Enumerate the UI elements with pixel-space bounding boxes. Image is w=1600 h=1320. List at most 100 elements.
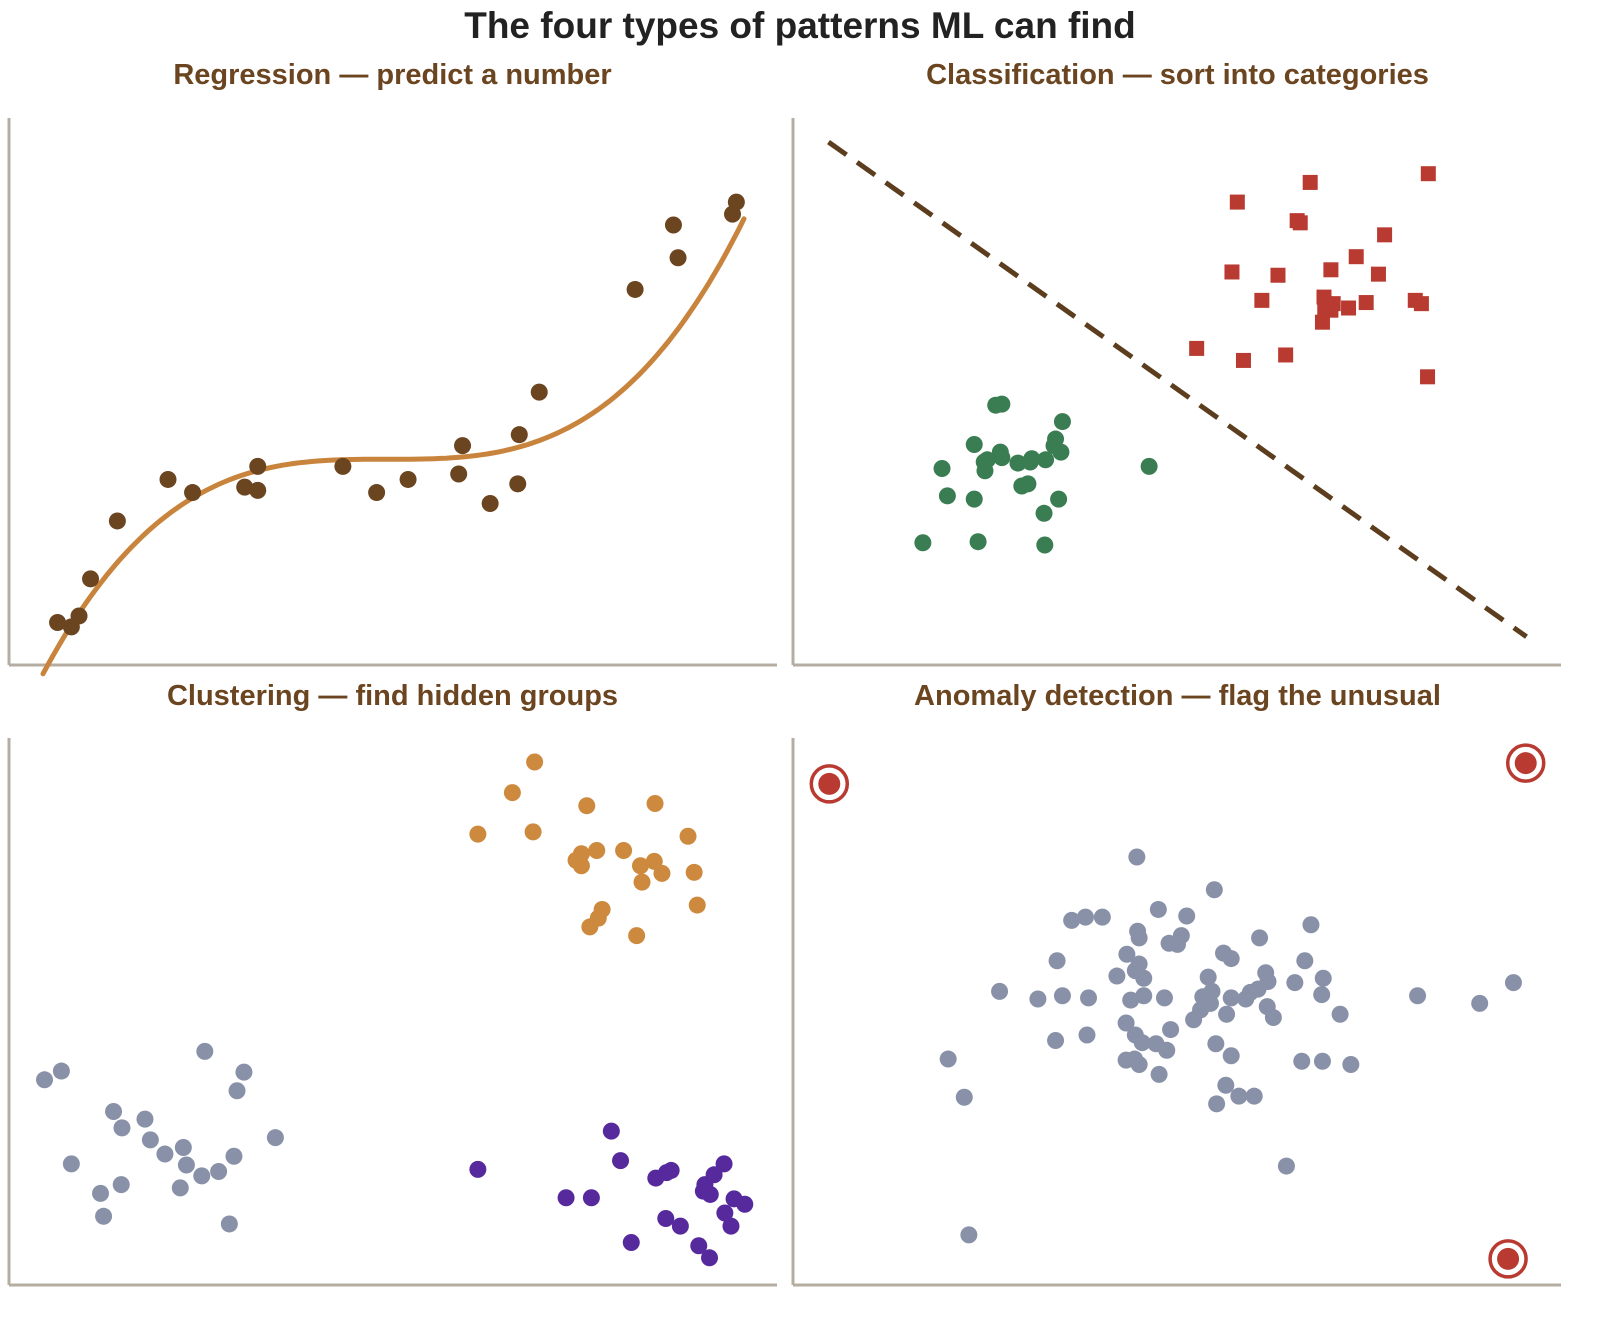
data-point (368, 484, 386, 502)
class-a-point (1370, 266, 1386, 282)
cluster-gray-point (36, 1071, 54, 1089)
cluster-purple-point (722, 1217, 740, 1235)
class-a-point (1323, 262, 1339, 278)
data-point (626, 280, 644, 298)
cluster-gray-point (225, 1147, 243, 1165)
normal-point (1150, 1065, 1168, 1083)
anomaly-panel (791, 738, 1561, 1287)
normal-point (1286, 974, 1304, 992)
class-a-point (1325, 296, 1341, 312)
normal-point (1128, 848, 1146, 866)
normal-point (1080, 989, 1098, 1007)
normal-point (1314, 969, 1332, 987)
normal-point (1118, 945, 1136, 963)
cluster-gray-point (136, 1110, 154, 1128)
cluster-orange-point (588, 841, 606, 859)
class-b-point (1019, 475, 1037, 493)
class-a-point (1270, 267, 1286, 283)
cluster-orange-point (469, 825, 487, 843)
data-point (727, 193, 745, 211)
cluster-purple-point (701, 1249, 719, 1267)
regression-title: Regression — predict a number (173, 58, 612, 91)
class-b-point (938, 487, 956, 505)
class-b-point (914, 534, 932, 552)
cluster-gray-point (112, 1176, 130, 1194)
class-b-point (965, 436, 983, 454)
normal-point (1135, 987, 1153, 1005)
class-b-point (993, 449, 1011, 467)
cluster-orange-point (653, 864, 671, 882)
class-b-point (1009, 454, 1027, 472)
cluster-orange-point (503, 784, 521, 802)
normal-point (1222, 989, 1240, 1007)
cluster-orange-point (578, 797, 596, 815)
class-b-point (965, 490, 983, 508)
class-a-point (1229, 194, 1245, 210)
normal-point (1205, 881, 1223, 899)
cluster-purple-point (612, 1152, 630, 1170)
cluster-purple-point (690, 1237, 708, 1255)
normal-point (991, 982, 1009, 1000)
normal-point (1218, 1005, 1236, 1023)
cluster-purple-point (469, 1160, 487, 1178)
normal-point (1158, 1041, 1176, 1059)
data-point (664, 216, 682, 234)
class-b-point (1035, 504, 1053, 522)
class-a-point (1377, 227, 1393, 243)
class-b-point (969, 533, 987, 551)
normal-point (1296, 952, 1314, 970)
class-a-point (1420, 369, 1436, 385)
cluster-gray-point (266, 1129, 284, 1147)
class-b-point (1037, 451, 1055, 469)
cluster-orange-point (526, 753, 544, 771)
cluster-gray-point (174, 1139, 192, 1156)
normal-point (1155, 989, 1173, 1007)
class-b-point (933, 460, 951, 478)
regression-panel (7, 118, 777, 677)
cluster-purple-point (715, 1155, 733, 1173)
normal-point (1264, 1009, 1282, 1027)
class-a-point (1314, 314, 1330, 330)
normal-point (1178, 907, 1196, 925)
normal-point (1293, 1052, 1311, 1070)
normal-point (1117, 1014, 1135, 1032)
cluster-purple-point (701, 1185, 719, 1203)
normal-point (1237, 990, 1255, 1008)
data-point (249, 481, 267, 499)
normal-point (1053, 987, 1071, 1005)
data-point (454, 437, 472, 455)
normal-point (1063, 911, 1081, 929)
classification-title: Classification — sort into categories (926, 58, 1429, 91)
class-b-point (1140, 457, 1158, 475)
data-point (510, 426, 528, 444)
cluster-purple-point (602, 1122, 620, 1140)
normal-point (1076, 908, 1094, 926)
anomaly-point (1514, 752, 1537, 775)
anomaly-point (818, 772, 841, 795)
data-point (249, 457, 267, 475)
cluster-gray-point (141, 1131, 159, 1149)
cluster-purple-point (647, 1169, 665, 1187)
anomaly-ring (1488, 1239, 1528, 1279)
cluster-gray-point (156, 1145, 174, 1163)
cluster-gray-point (177, 1156, 195, 1174)
data-point (49, 614, 67, 632)
cluster-orange-point (633, 873, 651, 891)
classification-panel (791, 118, 1561, 667)
normal-point (1208, 1095, 1226, 1113)
class-a-point (1348, 249, 1364, 265)
clustering-panel (7, 738, 777, 1287)
normal-point (1313, 1052, 1331, 1070)
cluster-purple-point (622, 1234, 640, 1252)
normal-point (1277, 1157, 1295, 1175)
class-a-point (1189, 340, 1205, 356)
class-b-point (976, 462, 994, 480)
cluster-orange-point (631, 857, 649, 875)
anomaly-title: Anomaly detection — flag the unusual (914, 679, 1441, 712)
normal-point (1078, 1026, 1096, 1044)
cluster-gray-point (171, 1179, 189, 1197)
normal-point (1135, 969, 1153, 987)
fit-curve (40, 216, 747, 677)
cluster-gray-point (113, 1119, 131, 1137)
anomaly-point (1497, 1247, 1520, 1270)
